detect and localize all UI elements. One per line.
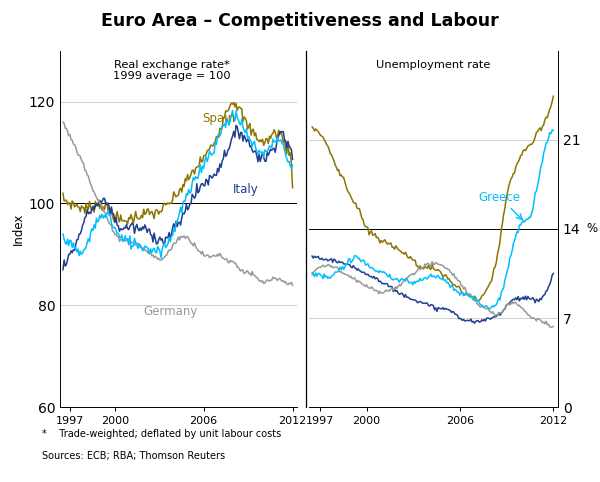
- Text: Euro Area – Competitiveness and Labour: Euro Area – Competitiveness and Labour: [101, 12, 499, 30]
- Text: Unemployment rate: Unemployment rate: [376, 60, 491, 69]
- Text: Greece: Greece: [479, 190, 522, 219]
- Text: Sources: ECB; RBA; Thomson Reuters: Sources: ECB; RBA; Thomson Reuters: [42, 451, 225, 461]
- Text: Italy: Italy: [233, 183, 259, 196]
- Text: Germany: Germany: [143, 305, 197, 318]
- Text: Spain: Spain: [202, 112, 235, 125]
- Y-axis label: %: %: [586, 223, 597, 235]
- Text: Real exchange rate*
1999 average = 100: Real exchange rate* 1999 average = 100: [113, 60, 230, 81]
- Text: *    Trade-weighted; deflated by unit labour costs: * Trade-weighted; deflated by unit labou…: [42, 429, 281, 439]
- Y-axis label: Index: Index: [11, 213, 25, 245]
